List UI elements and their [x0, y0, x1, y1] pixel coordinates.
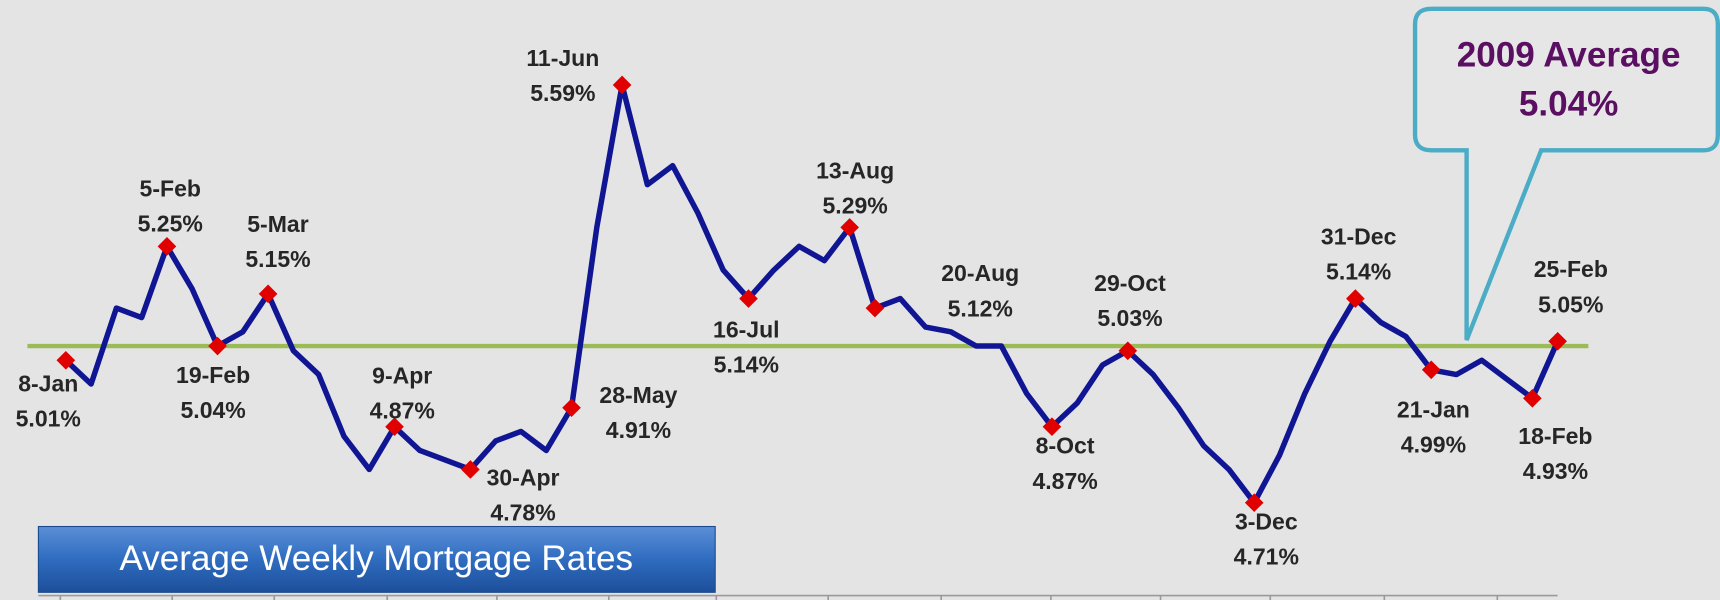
point-value-label: 4.78%: [490, 500, 555, 526]
point-date-label: 13-Aug: [816, 158, 894, 184]
point-value-label: 5.03%: [1097, 305, 1162, 331]
point-value-label: 5.25%: [138, 211, 203, 237]
point-value-label: 4.93%: [1523, 458, 1588, 484]
callout-title: 2009 Average: [1457, 35, 1681, 74]
point-marker: [157, 237, 177, 256]
point-date-label: 28-May: [599, 382, 677, 408]
point-marker: [1244, 493, 1264, 512]
point-value-label: 5.15%: [245, 246, 310, 272]
point-date-label: 18-Feb: [1518, 423, 1592, 449]
point-marker: [385, 417, 404, 437]
point-value-label: 5.12%: [948, 295, 1013, 321]
point-value-label: 5.05%: [1538, 291, 1603, 317]
point-date-label: 30-Apr: [487, 464, 560, 490]
point-date-label: 29-Oct: [1094, 270, 1166, 296]
point-value-label: 4.99%: [1401, 432, 1466, 458]
point-value-label: 5.14%: [1326, 258, 1391, 284]
x-axis: [38, 594, 1558, 600]
point-date-label: 25-Feb: [1534, 256, 1608, 282]
point-marker: [612, 75, 632, 95]
point-date-label: 21-Jan: [1397, 397, 1470, 423]
title-box: Average Weekly Mortgage Rates: [37, 525, 716, 593]
point-value-label: 5.01%: [16, 406, 81, 432]
point-value-label: 4.87%: [1032, 468, 1097, 494]
point-date-label: 11-Jun: [526, 45, 599, 71]
point-date-label: 8-Jan: [18, 371, 78, 397]
point-value-label: 4.87%: [370, 398, 435, 424]
point-date-label: 19-Feb: [176, 362, 250, 388]
point-value-label: 5.04%: [181, 397, 246, 423]
point-date-label: 9-Apr: [372, 362, 432, 388]
point-marker: [865, 298, 885, 318]
point-date-label: 5-Feb: [140, 175, 201, 201]
chart-title: Average Weekly Mortgage Rates: [119, 539, 633, 578]
point-date-label: 16-Jul: [713, 317, 780, 343]
point-date-label: 31-Dec: [1321, 223, 1397, 249]
point-value-label: 4.91%: [606, 417, 671, 443]
point-date-label: 8-Oct: [1036, 433, 1095, 459]
point-marker: [1118, 341, 1138, 361]
point-marker: [461, 460, 480, 479]
rate-line: [63, 82, 1561, 506]
point-date-label: 3-Dec: [1235, 509, 1298, 535]
callout: 2009 Average 5.04%: [1412, 6, 1720, 341]
point-value-label: 5.29%: [823, 193, 888, 219]
point-date-label: 5-Mar: [247, 211, 308, 237]
point-date-label: 20-Aug: [941, 260, 1019, 286]
point-value-label: 4.71%: [1234, 544, 1299, 570]
point-marker: [208, 336, 227, 356]
point-value-label: 5.14%: [714, 352, 779, 378]
point-marker: [562, 398, 581, 418]
point-value-label: 5.59%: [530, 80, 595, 106]
callout-value: 5.04%: [1519, 85, 1619, 124]
point-marker: [258, 284, 278, 304]
